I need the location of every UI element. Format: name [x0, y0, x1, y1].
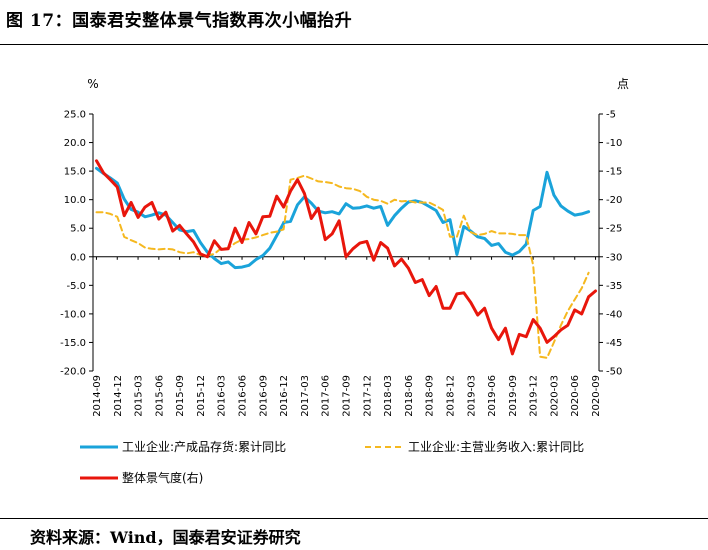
line-chart: % 点 25.0 20.0 15.0 10.0 5.0 0.0 -5.0 -10.0 -15.0 -2…	[60, 77, 629, 485]
x-tick-label: 2017-03	[300, 375, 311, 417]
series-line-1	[95, 166, 591, 270]
source-note: 资料来源：Wind，国泰君安证券研究	[30, 528, 301, 547]
legend-label-3: 整体景气度(右)	[122, 470, 203, 485]
series-line-2	[95, 174, 590, 359]
left-tick-label: -20.0	[60, 367, 86, 378]
left-unit-label: %	[87, 77, 98, 91]
x-tick-label: 2016-09	[258, 375, 269, 417]
x-tick-label: 2016-06	[238, 375, 249, 417]
x-tick-label: 2016-12	[279, 375, 290, 417]
right-tick-label: -45	[606, 338, 622, 349]
x-tick-label: 2017-06	[321, 375, 332, 417]
right-tick-label: -25	[606, 224, 622, 235]
left-tick-label: -15.0	[60, 338, 86, 349]
x-tick-label: 2015-06	[154, 375, 165, 417]
x-tick-label: 2014-09	[92, 375, 103, 417]
right-tick-label: -10	[606, 138, 622, 149]
x-tick-label: 2015-12	[196, 375, 207, 417]
x-tick-label: 2020-09	[591, 375, 602, 417]
right-unit-label: 点	[617, 77, 629, 91]
right-tick-label: -15	[606, 167, 622, 178]
x-tick-label: 2017-09	[342, 375, 353, 417]
left-tick-label: 5.0	[70, 224, 86, 235]
legend-label-1: 工业企业:产成品存货:累计同比	[122, 439, 286, 454]
right-tick-label: -40	[606, 309, 622, 320]
x-tick-label: 2019-09	[508, 375, 519, 417]
left-tick-label: 15.0	[64, 167, 86, 178]
left-tick-label: 0.0	[70, 252, 86, 263]
series-line-3	[95, 159, 597, 356]
x-tick-label: 2020-03	[549, 375, 560, 417]
source-rule	[0, 518, 708, 519]
x-tick-label: 2014-12	[113, 375, 124, 417]
x-tick-label: 2020-06	[570, 375, 581, 417]
figure-title: 图 17：国泰君安整体景气指数再次小幅抬升	[6, 11, 353, 31]
x-tick-label: 2018-12	[445, 375, 456, 417]
left-tick-label: 20.0	[64, 138, 86, 149]
right-tick-label: -30	[606, 252, 622, 263]
left-tick-label: -5.0	[66, 281, 86, 292]
right-tick-label: -5	[606, 110, 616, 121]
x-tick-label: 2019-12	[529, 375, 540, 417]
x-tick-label: 2015-03	[134, 375, 145, 417]
x-tick-label: 2016-03	[217, 375, 228, 417]
x-tick-label: 2019-03	[466, 375, 477, 417]
legend-label-2: 工业企业:主营业务收入:累计同比	[408, 439, 584, 454]
right-tick-label: -50	[606, 367, 622, 378]
x-tick-label: 2015-09	[175, 375, 186, 417]
x-tick-label: 2018-09	[425, 375, 436, 417]
right-tick-label: -35	[606, 281, 622, 292]
x-tick-label: 2017-12	[362, 375, 373, 417]
left-tick-label: 10.0	[64, 195, 86, 206]
left-tick-label: 25.0	[64, 110, 86, 121]
x-tick-label: 2018-06	[404, 375, 415, 417]
right-tick-label: -20	[606, 195, 622, 206]
left-tick-label: -10.0	[60, 309, 86, 320]
x-tick-label: 2018-03	[383, 375, 394, 417]
x-tick-label: 2019-06	[487, 375, 498, 417]
title-rule	[0, 44, 708, 45]
